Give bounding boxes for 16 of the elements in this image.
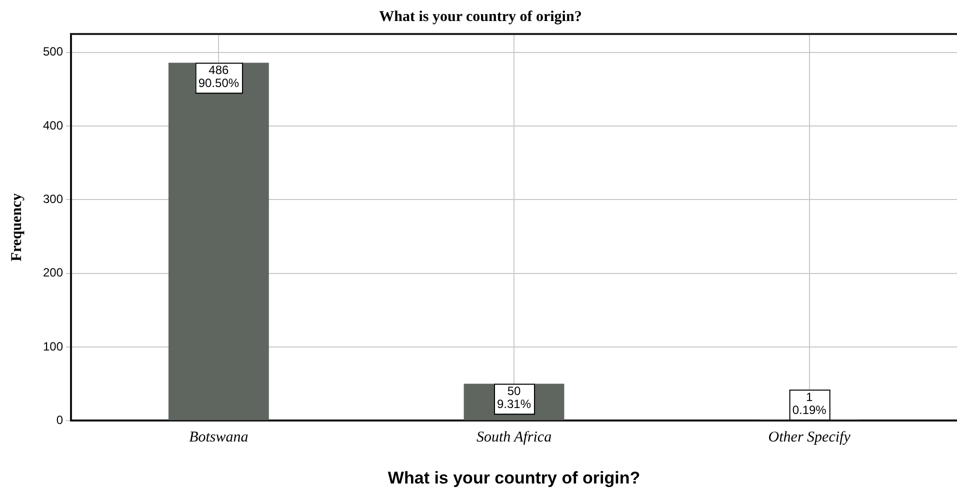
- y-tick-label: 100: [42, 339, 64, 354]
- y-tick-label: 400: [42, 118, 64, 132]
- x-tick-label: Other Specify: [768, 430, 851, 446]
- data-label: 1 0.19%: [792, 390, 827, 417]
- data-label: 50 9.31%: [496, 384, 532, 412]
- x-tick-label: South Africa: [476, 430, 552, 446]
- bar: [168, 62, 269, 420]
- y-axis-title: Frequency: [8, 192, 25, 262]
- chart-title: What is your country of origin?: [379, 8, 582, 25]
- y-tick-label: 300: [42, 192, 64, 206]
- y-tick-label: 0: [56, 412, 64, 427]
- y-tick-label: 200: [42, 266, 64, 280]
- x-axis-title: What is your country of origin?: [388, 468, 640, 488]
- x-tick-label: Botswana: [189, 430, 248, 446]
- data-label: 486 90.50%: [198, 63, 240, 90]
- y-tick-label: 500: [42, 44, 64, 59]
